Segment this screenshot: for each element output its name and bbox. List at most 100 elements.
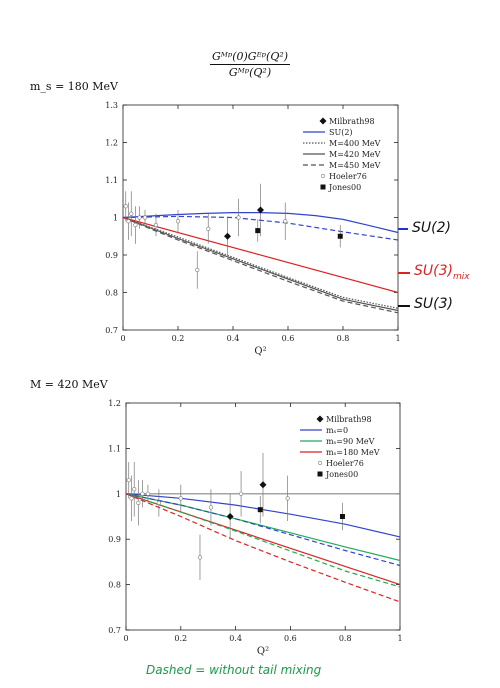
chart1-point-circle — [126, 219, 131, 224]
chart1-point-circle — [206, 226, 211, 231]
chart1-point-circle — [283, 219, 288, 224]
chart1-legend-label: SU(2) — [329, 128, 353, 137]
chart1-legend-marker — [320, 173, 326, 179]
chart2-x-tick-label: 0.4 — [229, 634, 242, 643]
chart1-param-label: m_s = 180 MeV — [30, 80, 118, 93]
chart1-legend-marker — [320, 184, 326, 190]
chart1-y-tick-label: 1.2 — [105, 139, 118, 148]
chart2-legend-marker — [316, 415, 324, 423]
chart2-x-tick-label: 0 — [123, 634, 128, 643]
su3-annotation-stroke — [398, 305, 410, 307]
chart2-series-line — [125, 493, 401, 567]
chart2-plot-frame — [125, 402, 401, 631]
chart1-x-tick-label: 0.6 — [282, 334, 295, 343]
chart2-legend-label: Hoeler76 — [326, 459, 364, 468]
chart2-legend-label: Jones00 — [325, 470, 358, 479]
formula-denominator: Gᴹᵖ(Q²) — [228, 66, 272, 79]
formula-title: Gᴹᵖ(0)Gᴱᵖ(Q²) Gᴹᵖ(Q²) — [0, 50, 500, 79]
chart2-legend-label: Milbrath98 — [326, 415, 372, 424]
chart2-x-axis-label: Q² — [257, 646, 269, 657]
chart1-point-square — [337, 233, 343, 239]
chart1-legend-label: M=400 MeV — [329, 139, 381, 148]
chart2-legend-marker — [317, 460, 323, 466]
chart2-y-tick-label: 1.2 — [108, 399, 121, 408]
chart2-legend-marker — [317, 471, 323, 477]
chart2-x-tick-label: 1 — [397, 634, 402, 643]
su3mix-annotation-stroke — [398, 272, 410, 274]
chart2-point-circle — [145, 491, 151, 496]
chart1-y-tick-label: 1.1 — [105, 176, 118, 185]
chart2-legend-label: mₛ=0 — [326, 426, 348, 435]
chart1-point-circle — [137, 215, 142, 220]
chart1-point-square — [255, 228, 261, 234]
chart1-y-tick-label: 1 — [113, 214, 118, 223]
chart1-x-tick-label: 0.4 — [227, 334, 240, 343]
chart2-point-circle — [140, 491, 145, 496]
chart2-param-label: M = 420 MeV — [30, 378, 108, 391]
chart1-point-diamond — [257, 206, 264, 214]
chart1-x-tick-label: 0.8 — [337, 334, 350, 343]
chart1-legend-marker — [319, 117, 327, 125]
chart2-point-circle — [136, 500, 141, 505]
chart1-x-tick-label: 0.2 — [172, 334, 185, 343]
chart1-x-axis-label: Q² — [254, 346, 266, 357]
chart1-point-circle — [236, 215, 241, 220]
chart1-point-circle — [123, 204, 128, 209]
chart1-series-line — [122, 216, 399, 294]
footer-note: Dashed = without tail mixing — [146, 663, 322, 677]
chart1-point-diamond — [224, 232, 231, 240]
chart1-x-tick-label: 1 — [395, 334, 400, 343]
chart-top: 0 0.2 0.4 0.6 0.8 1 0.7 0.8 0.9 1 1.1 1.2 1.3 Q² Milbr… — [105, 101, 400, 357]
su3mix-annotation-text: SU(3) — [414, 263, 453, 279]
chart1-x-tick-label: 0 — [120, 334, 125, 343]
chart2-x-tick-label: 0.6 — [284, 634, 297, 643]
chart1-legend-label: M=420 MeV — [329, 150, 381, 159]
chart1-point-circle — [195, 267, 200, 273]
chart1-point-circle — [133, 222, 138, 228]
chart2-series-line — [125, 493, 401, 588]
chart1-point-circle — [129, 211, 134, 216]
chart1-series-line — [122, 216, 399, 312]
su2-annotation-stroke — [398, 228, 408, 230]
chart1-legend-label: Hoeler76 — [329, 172, 367, 181]
chart1-legend-label: Jones00 — [328, 183, 361, 192]
chart2-point-circle — [197, 555, 203, 560]
chart1-y-tick-label: 1.3 — [105, 101, 118, 110]
chart2-point-circle — [238, 491, 244, 496]
chart2-legend-label: mₛ=180 MeV — [326, 448, 380, 457]
chart-bottom: 0 0.2 0.4 0.6 0.8 1 0.7 0.8 0.9 1 1.1 1.2 Q² Milbrath… — [108, 399, 402, 657]
su3-annotation: SU(3) — [414, 296, 453, 312]
su3mix-annotation-sub: mix — [452, 271, 470, 282]
chart2-y-tick-label: 1 — [116, 490, 121, 499]
chart2-point-circle — [126, 478, 131, 483]
chart1-point-circle — [153, 222, 159, 228]
formula-numerator: Gᴹᵖ(0)Gᴱᵖ(Q²) — [209, 50, 291, 65]
chart2-x-tick-label: 0.8 — [339, 634, 352, 643]
chart2-y-tick-label: 0.8 — [108, 581, 121, 590]
chart2-point-circle — [132, 487, 137, 492]
chart2-point-circle — [178, 496, 183, 501]
su3mix-annotation: SU(3)mix — [414, 263, 470, 282]
chart2-point-circle — [285, 496, 290, 501]
chart2-point-square — [257, 507, 263, 513]
chart1-y-tick-label: 0.7 — [105, 326, 118, 335]
chart2-y-tick-label: 0.7 — [108, 626, 121, 635]
chart2-point-diamond — [226, 513, 234, 520]
chart1-series-line — [122, 216, 399, 309]
chart1-point-circle — [175, 219, 181, 224]
chart2-y-tick-label: 1.1 — [108, 444, 121, 453]
chart1-legend-label: M=450 MeV — [329, 161, 381, 170]
chart2-point-circle — [129, 496, 134, 501]
chart2-series-line — [125, 493, 401, 603]
chart2-legend-label: mₛ=90 MeV — [326, 437, 375, 446]
chart1-series-line — [122, 216, 399, 314]
chart2-series-line — [125, 493, 401, 562]
chart2-y-tick-label: 0.9 — [108, 535, 121, 544]
chart2-point-circle — [156, 500, 161, 505]
chart2-point-square — [339, 514, 345, 519]
chart1-y-tick-label: 0.9 — [105, 251, 118, 260]
chart1-y-tick-label: 0.8 — [105, 289, 118, 298]
chart2-x-tick-label: 0.2 — [174, 634, 187, 643]
chart1-legend-label: Milbrath98 — [329, 117, 375, 126]
chart1-point-circle — [142, 215, 148, 220]
